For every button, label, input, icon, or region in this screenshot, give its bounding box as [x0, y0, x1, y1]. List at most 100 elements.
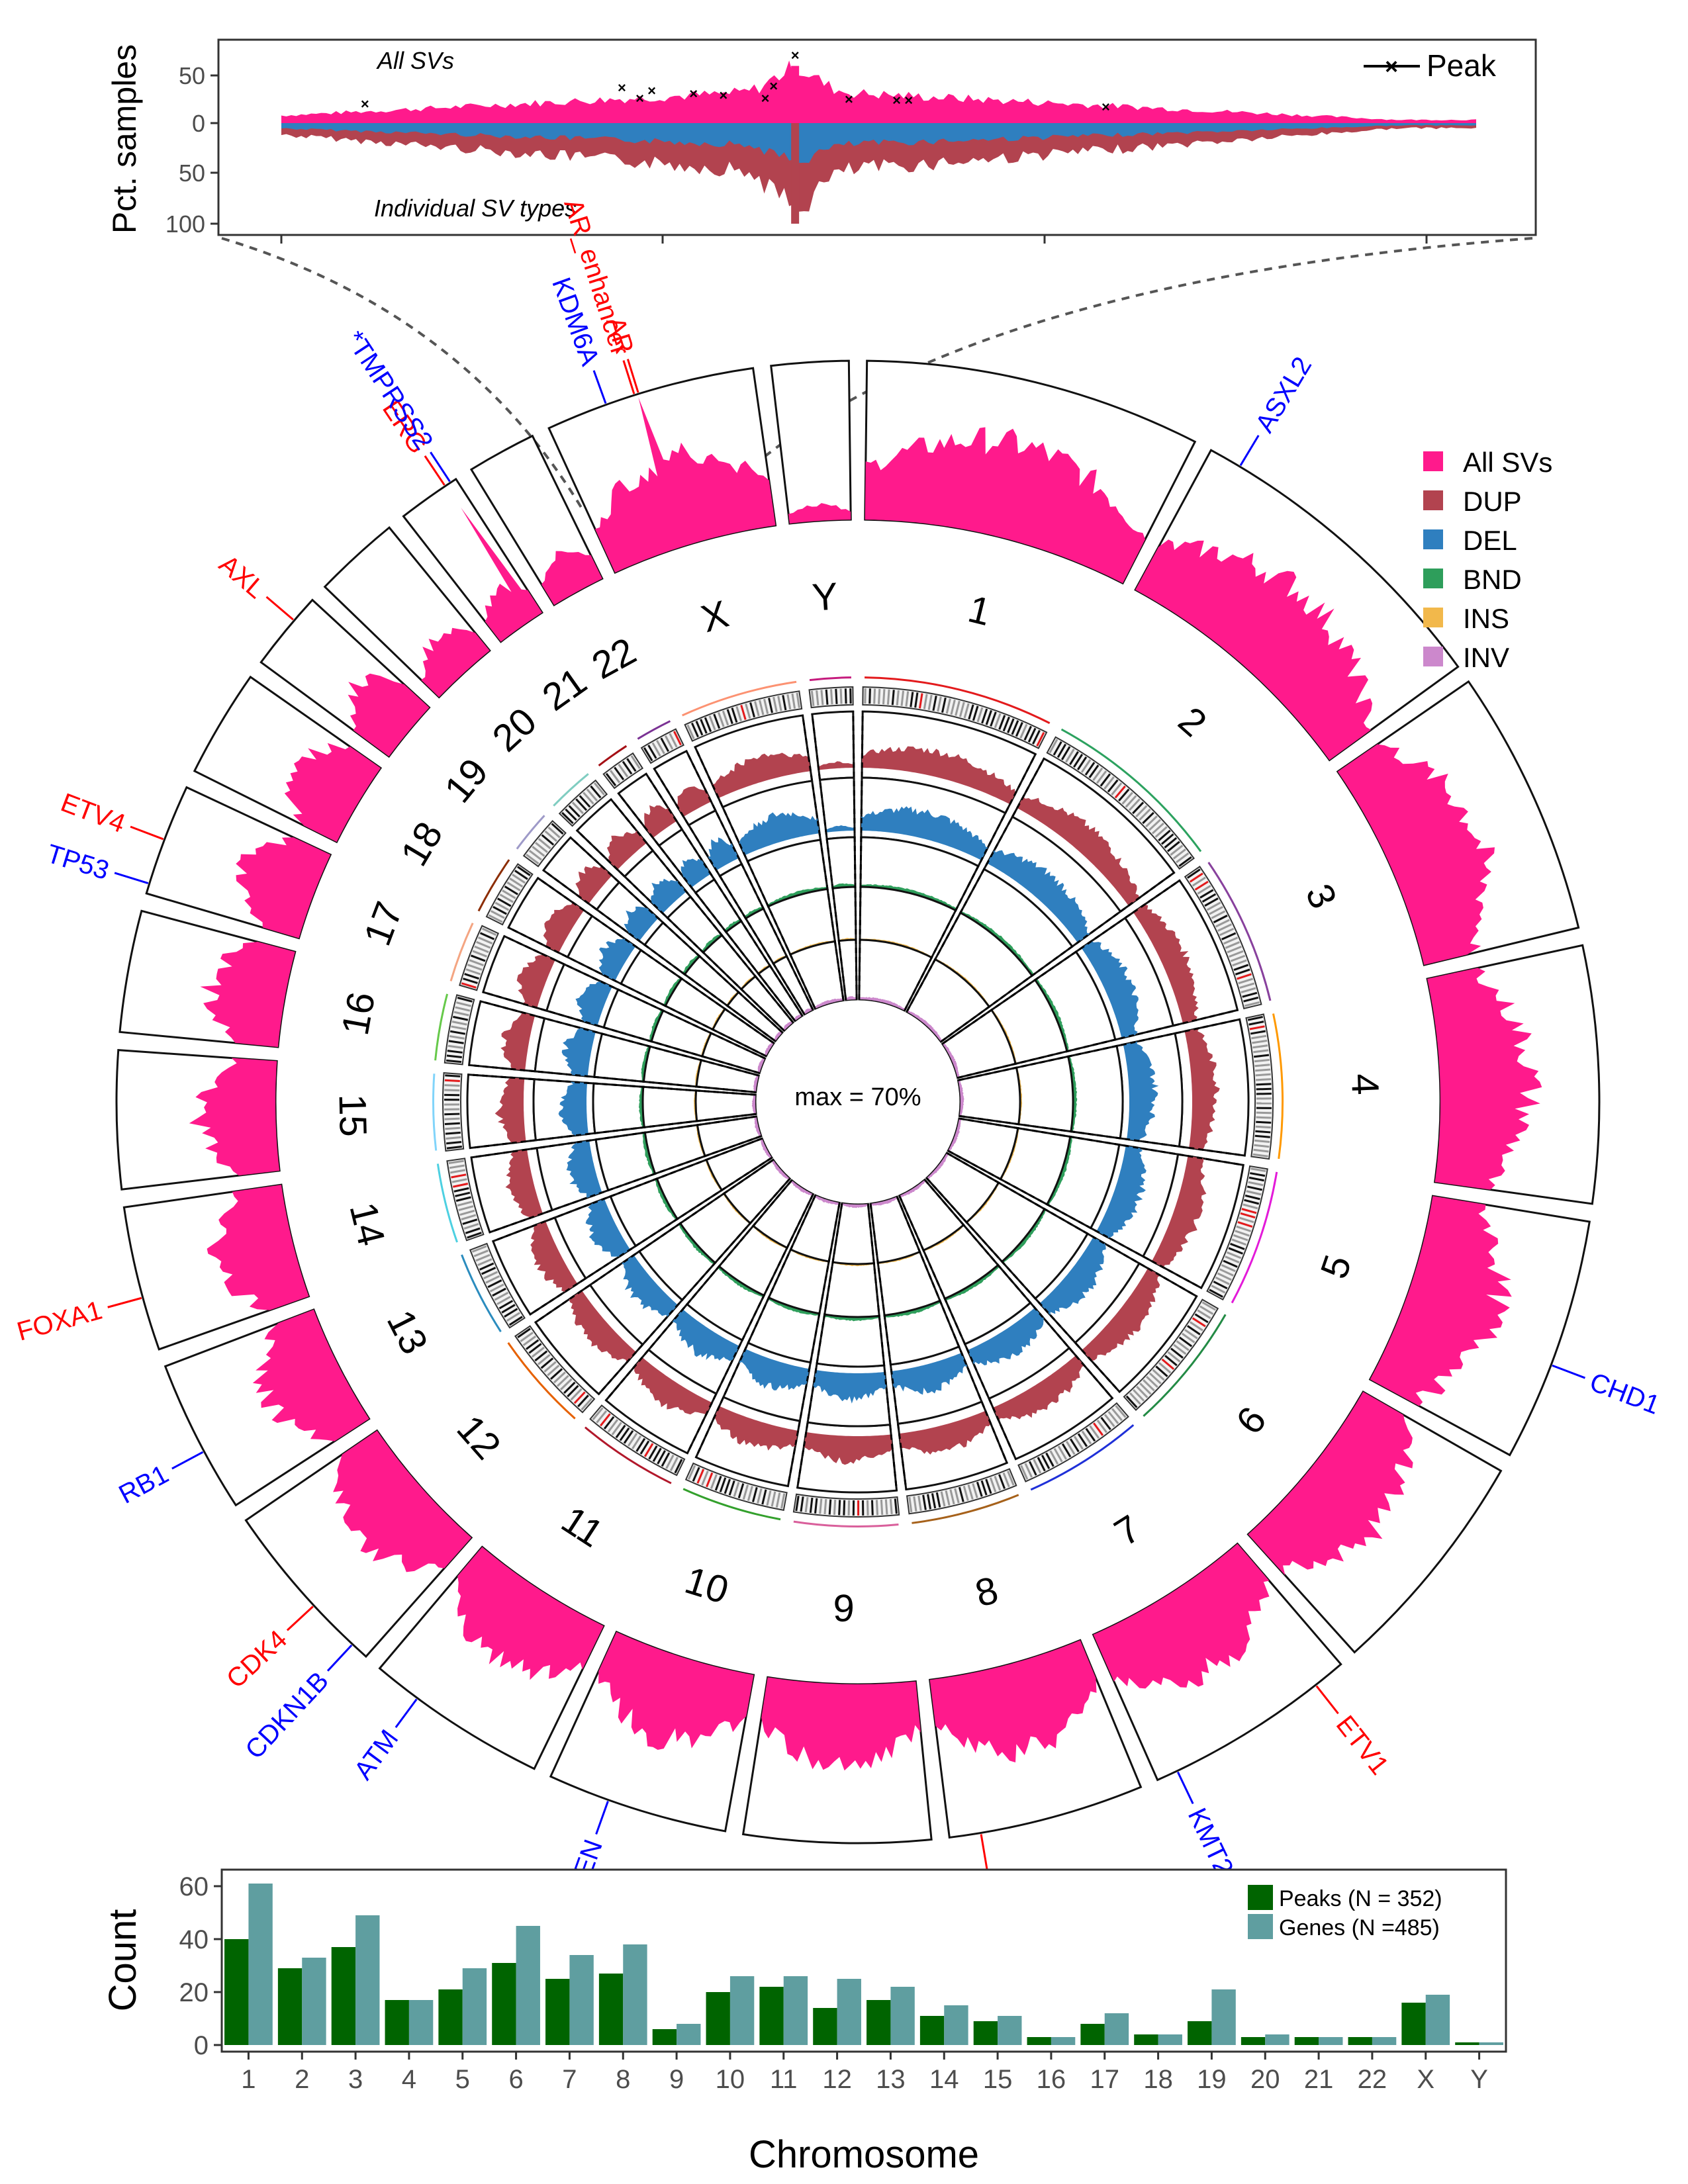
gene-tick [114, 872, 149, 885]
ideogram-tick [866, 1500, 869, 1516]
chrom-boundary-line [480, 1000, 759, 1077]
ideogram-tick [1132, 801, 1145, 815]
chrom-boundary-line [618, 792, 796, 1022]
ideogram-tick [673, 731, 682, 746]
chrom-boundary-line [598, 1177, 791, 1395]
ideogram-tick [504, 1308, 518, 1318]
ideogram-tick [1184, 1328, 1198, 1340]
ideogram-tick [618, 764, 629, 778]
ideogram-tick [446, 1140, 462, 1145]
count-chart-axes: 1 2 3 4 5 6 7 8 9 10 11 12 13 14 15 16 17 18 19 20 21 22 X Y020… [179, 1872, 1488, 2094]
ideogram-tick [494, 901, 510, 911]
chrom-boundary-line [508, 927, 767, 1058]
ideogram-tick [467, 964, 483, 971]
ideogram-tick [1007, 1471, 1015, 1486]
ideogram-tick [600, 1413, 611, 1427]
ideogram-tick [1154, 826, 1168, 838]
genes-bar [1479, 2042, 1503, 2045]
del-track [967, 1308, 1044, 1365]
ideogram-tick [731, 707, 738, 723]
ideogram-tick [1252, 1039, 1268, 1044]
ideogram-tick [652, 1447, 662, 1463]
dup-track [606, 831, 647, 870]
ideogram-tick [1111, 1408, 1123, 1422]
ideogram-tick [1199, 889, 1214, 899]
ideogram-tick [1244, 1195, 1260, 1201]
genes-bar [569, 1955, 594, 2045]
genes-bar [355, 1915, 380, 2045]
ideogram-tick [522, 1335, 537, 1346]
ideogram-tick [1233, 1234, 1248, 1242]
dup-track [899, 1410, 991, 1455]
peak-marker: × [719, 87, 727, 104]
ideogram-tick [479, 1262, 494, 1271]
ideogram-tick [1093, 1422, 1104, 1436]
ideogram-tick [669, 1457, 679, 1472]
ideogram-tick [714, 1475, 722, 1491]
ideogram-tick [632, 1435, 642, 1449]
gene-tick [130, 825, 164, 841]
ideogram-tick [477, 1258, 492, 1267]
ideogram-tick [687, 1465, 696, 1480]
legend-label: DEL [1463, 525, 1517, 556]
ideogram-tick [674, 1459, 683, 1474]
ideogram-tick [747, 1486, 753, 1502]
chrom-color-arc [449, 923, 474, 981]
ideogram-tick [575, 798, 588, 811]
ideogram-tick [1160, 833, 1174, 845]
genes-bar [623, 1944, 647, 2045]
ideogram-tick [1236, 1225, 1252, 1232]
all-svs-track [788, 503, 851, 524]
legend-swatch-peaks [1248, 1885, 1273, 1910]
peaks-bar [1455, 2042, 1479, 2045]
chrom-label: 5 [1312, 1250, 1360, 1284]
ideogram-tick [706, 1472, 714, 1488]
ideogram-tick [1002, 716, 1010, 732]
ideogram-tick [1053, 741, 1062, 756]
ideogram-tick [1053, 1447, 1063, 1463]
all-svs-track [284, 743, 381, 842]
ideogram-tick [517, 1328, 531, 1338]
ideogram-tick [449, 1169, 466, 1174]
ideogram-tick [896, 690, 900, 706]
ideogram-tick [502, 889, 516, 899]
ideogram-tick [553, 1371, 566, 1384]
del-track [1096, 1146, 1147, 1238]
ideogram-tick [1037, 1457, 1046, 1472]
ideogram-tick [1255, 1068, 1271, 1072]
ideogram-tick [886, 689, 890, 705]
ideogram-tick [945, 1490, 951, 1506]
ideogram-tick [547, 1364, 560, 1377]
bnd-track [767, 887, 827, 907]
ideogram-tick [1256, 1083, 1272, 1086]
inv-track [958, 1079, 964, 1116]
chrom-label: 16 [334, 989, 383, 1038]
dup-track [1184, 1028, 1220, 1150]
ideogram-tick [1129, 1392, 1141, 1405]
ideogram-tick [828, 1499, 832, 1515]
ideogram-tick [586, 788, 598, 801]
ideogram-tick [891, 690, 895, 705]
chrom-boundary-line [504, 935, 766, 1060]
ideogram-tick [820, 690, 824, 705]
ideogram-tick [1065, 749, 1075, 763]
ideogram-tick [1192, 1317, 1206, 1328]
ideogram-tick [563, 1381, 576, 1394]
ideogram-tick [1135, 805, 1148, 818]
ideogram-tick [810, 690, 815, 706]
ideogram-tick [1189, 1321, 1203, 1332]
ideogram-tick [1256, 1078, 1272, 1081]
all-svs-track [207, 1185, 309, 1310]
peak-marker: × [647, 82, 656, 99]
chrom-boundary-line [958, 1018, 1240, 1081]
ideogram-tick [830, 689, 833, 705]
ideogram-tick [1080, 759, 1092, 773]
ideogram-tick [573, 1391, 586, 1404]
inv-box [772, 954, 814, 1016]
ideogram-tick [483, 1271, 498, 1280]
ideogram-tick [1111, 782, 1123, 796]
ideogram-tick [445, 1074, 461, 1077]
ideogram-tick [949, 1489, 955, 1505]
ideogram-tick [1176, 852, 1190, 864]
ideogram-tick [1173, 1343, 1187, 1355]
